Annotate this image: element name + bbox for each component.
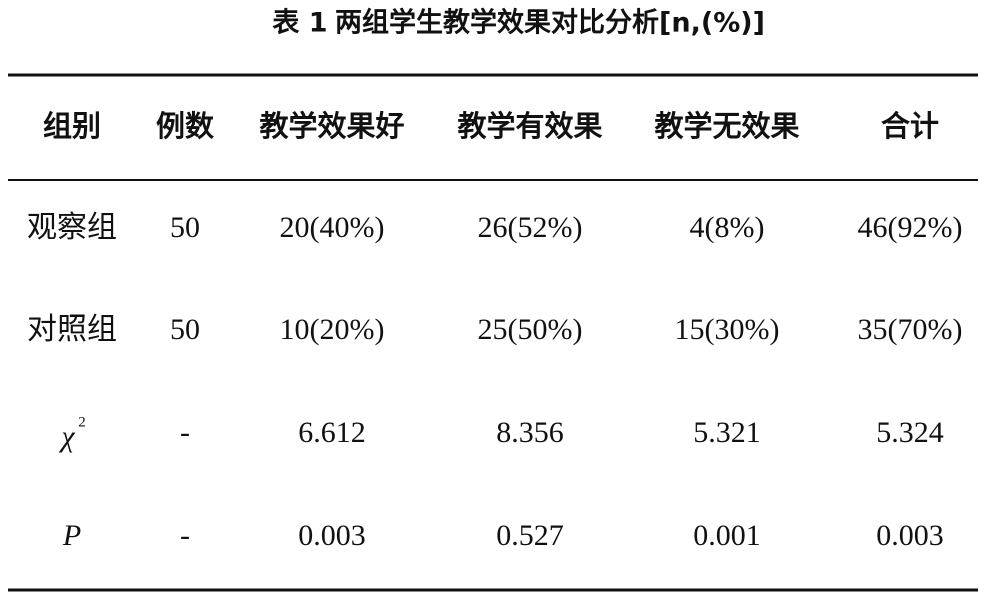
header-cell: 教学有效果 xyxy=(457,109,602,143)
cell: 50 xyxy=(170,313,200,346)
cell: 8.356 xyxy=(496,416,564,449)
cell-symbol: χ xyxy=(58,420,75,453)
cell: 35(70%) xyxy=(858,313,963,346)
cell: - xyxy=(180,519,190,552)
cell: 46(92%) xyxy=(858,211,963,244)
header-cell: 合计 xyxy=(881,109,939,143)
cell: 6.612 xyxy=(298,416,366,449)
cell: 0.003 xyxy=(876,519,944,552)
cell: 对照组 xyxy=(27,313,117,346)
cell-superscript: 2 xyxy=(78,414,86,430)
cell: 0.003 xyxy=(298,519,366,552)
cell: 15(30%) xyxy=(675,313,780,346)
cell: - xyxy=(180,416,190,449)
cell: 25(50%) xyxy=(478,313,583,346)
cell: 10(20%) xyxy=(280,313,385,346)
cell: 26(52%) xyxy=(478,211,583,244)
cell: 5.324 xyxy=(876,416,944,449)
cell: P xyxy=(62,519,81,552)
cell: 4(8%) xyxy=(690,211,765,244)
cell: 0.527 xyxy=(496,519,564,552)
cell: 50 xyxy=(170,211,200,244)
cell: 20(40%) xyxy=(280,211,385,244)
cell: 0.001 xyxy=(693,519,761,552)
caption-text: 两组学生教学效果对比分析[n,(%)] xyxy=(335,7,765,39)
cell: 观察组 xyxy=(27,211,117,244)
header-cell: 例数 xyxy=(156,109,215,143)
caption-label: 表 1 xyxy=(272,8,327,39)
header-cell: 组别 xyxy=(43,109,101,143)
header-cell: 教学效果好 xyxy=(259,109,404,143)
cell: 5.321 xyxy=(693,416,761,449)
header-cell: 教学无效果 xyxy=(654,109,799,143)
